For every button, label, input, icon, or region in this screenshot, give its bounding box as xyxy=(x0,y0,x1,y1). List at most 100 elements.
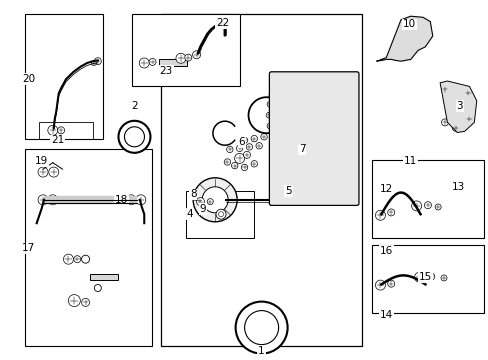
Circle shape xyxy=(193,178,237,222)
Circle shape xyxy=(94,284,101,292)
Circle shape xyxy=(241,137,247,144)
Circle shape xyxy=(260,134,267,140)
Bar xyxy=(90,274,118,280)
FancyBboxPatch shape xyxy=(269,72,358,206)
Circle shape xyxy=(266,102,272,107)
Text: 16: 16 xyxy=(379,246,392,256)
Circle shape xyxy=(118,121,150,153)
Circle shape xyxy=(74,256,81,263)
Circle shape xyxy=(255,143,262,149)
Circle shape xyxy=(81,255,89,263)
Circle shape xyxy=(38,167,48,177)
Circle shape xyxy=(202,187,228,213)
Circle shape xyxy=(250,135,257,142)
Bar xyxy=(161,14,361,346)
Text: 13: 13 xyxy=(451,182,465,192)
Circle shape xyxy=(414,34,421,41)
Circle shape xyxy=(441,86,447,93)
Bar xyxy=(371,245,483,313)
Circle shape xyxy=(309,138,315,143)
Text: 11: 11 xyxy=(403,156,417,166)
Circle shape xyxy=(411,201,421,211)
Bar xyxy=(185,191,254,238)
Circle shape xyxy=(339,120,345,125)
Circle shape xyxy=(270,136,277,143)
Text: 8: 8 xyxy=(189,189,196,199)
Circle shape xyxy=(465,115,472,122)
Bar xyxy=(159,59,186,66)
Circle shape xyxy=(265,112,271,118)
Circle shape xyxy=(48,125,58,135)
Circle shape xyxy=(293,160,310,178)
Circle shape xyxy=(49,167,59,177)
Circle shape xyxy=(336,87,342,93)
Circle shape xyxy=(218,212,223,217)
Bar xyxy=(25,149,151,346)
Circle shape xyxy=(414,272,424,282)
Circle shape xyxy=(184,54,191,61)
Circle shape xyxy=(300,138,305,144)
Circle shape xyxy=(336,127,342,132)
Text: 20: 20 xyxy=(22,74,35,84)
Text: 9: 9 xyxy=(199,204,206,214)
Circle shape xyxy=(375,210,385,220)
Text: 3: 3 xyxy=(455,101,462,111)
Circle shape xyxy=(63,254,73,264)
Circle shape xyxy=(38,195,48,205)
Circle shape xyxy=(68,294,80,307)
Circle shape xyxy=(91,60,96,66)
Circle shape xyxy=(94,58,101,65)
Text: 6: 6 xyxy=(238,137,245,147)
Polygon shape xyxy=(376,16,432,61)
Circle shape xyxy=(235,302,287,354)
Text: 12: 12 xyxy=(379,184,392,194)
Circle shape xyxy=(270,76,276,82)
Circle shape xyxy=(309,75,315,80)
Circle shape xyxy=(277,139,284,145)
Circle shape xyxy=(226,146,233,153)
Circle shape xyxy=(266,123,272,129)
Circle shape xyxy=(440,275,446,281)
Text: 22: 22 xyxy=(215,18,229,28)
Circle shape xyxy=(339,109,345,114)
Circle shape xyxy=(234,153,244,163)
Text: 10: 10 xyxy=(403,19,415,30)
Circle shape xyxy=(176,53,185,63)
Circle shape xyxy=(375,280,385,290)
Circle shape xyxy=(236,145,243,152)
Circle shape xyxy=(58,127,64,134)
Text: 14: 14 xyxy=(379,310,392,320)
Circle shape xyxy=(274,141,329,197)
Circle shape xyxy=(290,73,296,79)
Circle shape xyxy=(149,58,156,66)
Circle shape xyxy=(300,73,305,79)
Circle shape xyxy=(464,89,471,96)
Circle shape xyxy=(290,138,296,143)
Circle shape xyxy=(126,195,136,205)
Bar xyxy=(39,122,93,139)
Circle shape xyxy=(329,132,335,138)
Text: 21: 21 xyxy=(51,135,64,145)
Circle shape xyxy=(427,273,434,280)
Circle shape xyxy=(319,136,325,141)
Text: 19: 19 xyxy=(35,156,48,166)
Text: 4: 4 xyxy=(186,209,193,219)
Bar xyxy=(25,14,102,139)
Circle shape xyxy=(48,195,58,205)
Circle shape xyxy=(241,164,247,171)
Circle shape xyxy=(441,119,447,126)
Circle shape xyxy=(139,58,149,68)
Text: 1: 1 xyxy=(258,346,264,356)
Circle shape xyxy=(268,93,274,98)
Text: 2: 2 xyxy=(131,101,138,111)
Circle shape xyxy=(339,94,345,100)
Circle shape xyxy=(124,127,144,147)
Circle shape xyxy=(136,195,145,205)
Text: 23: 23 xyxy=(159,66,173,76)
Circle shape xyxy=(387,280,394,287)
Circle shape xyxy=(216,209,225,219)
Circle shape xyxy=(243,151,250,158)
Circle shape xyxy=(280,75,286,80)
Circle shape xyxy=(250,161,257,167)
Text: 5: 5 xyxy=(285,186,291,196)
